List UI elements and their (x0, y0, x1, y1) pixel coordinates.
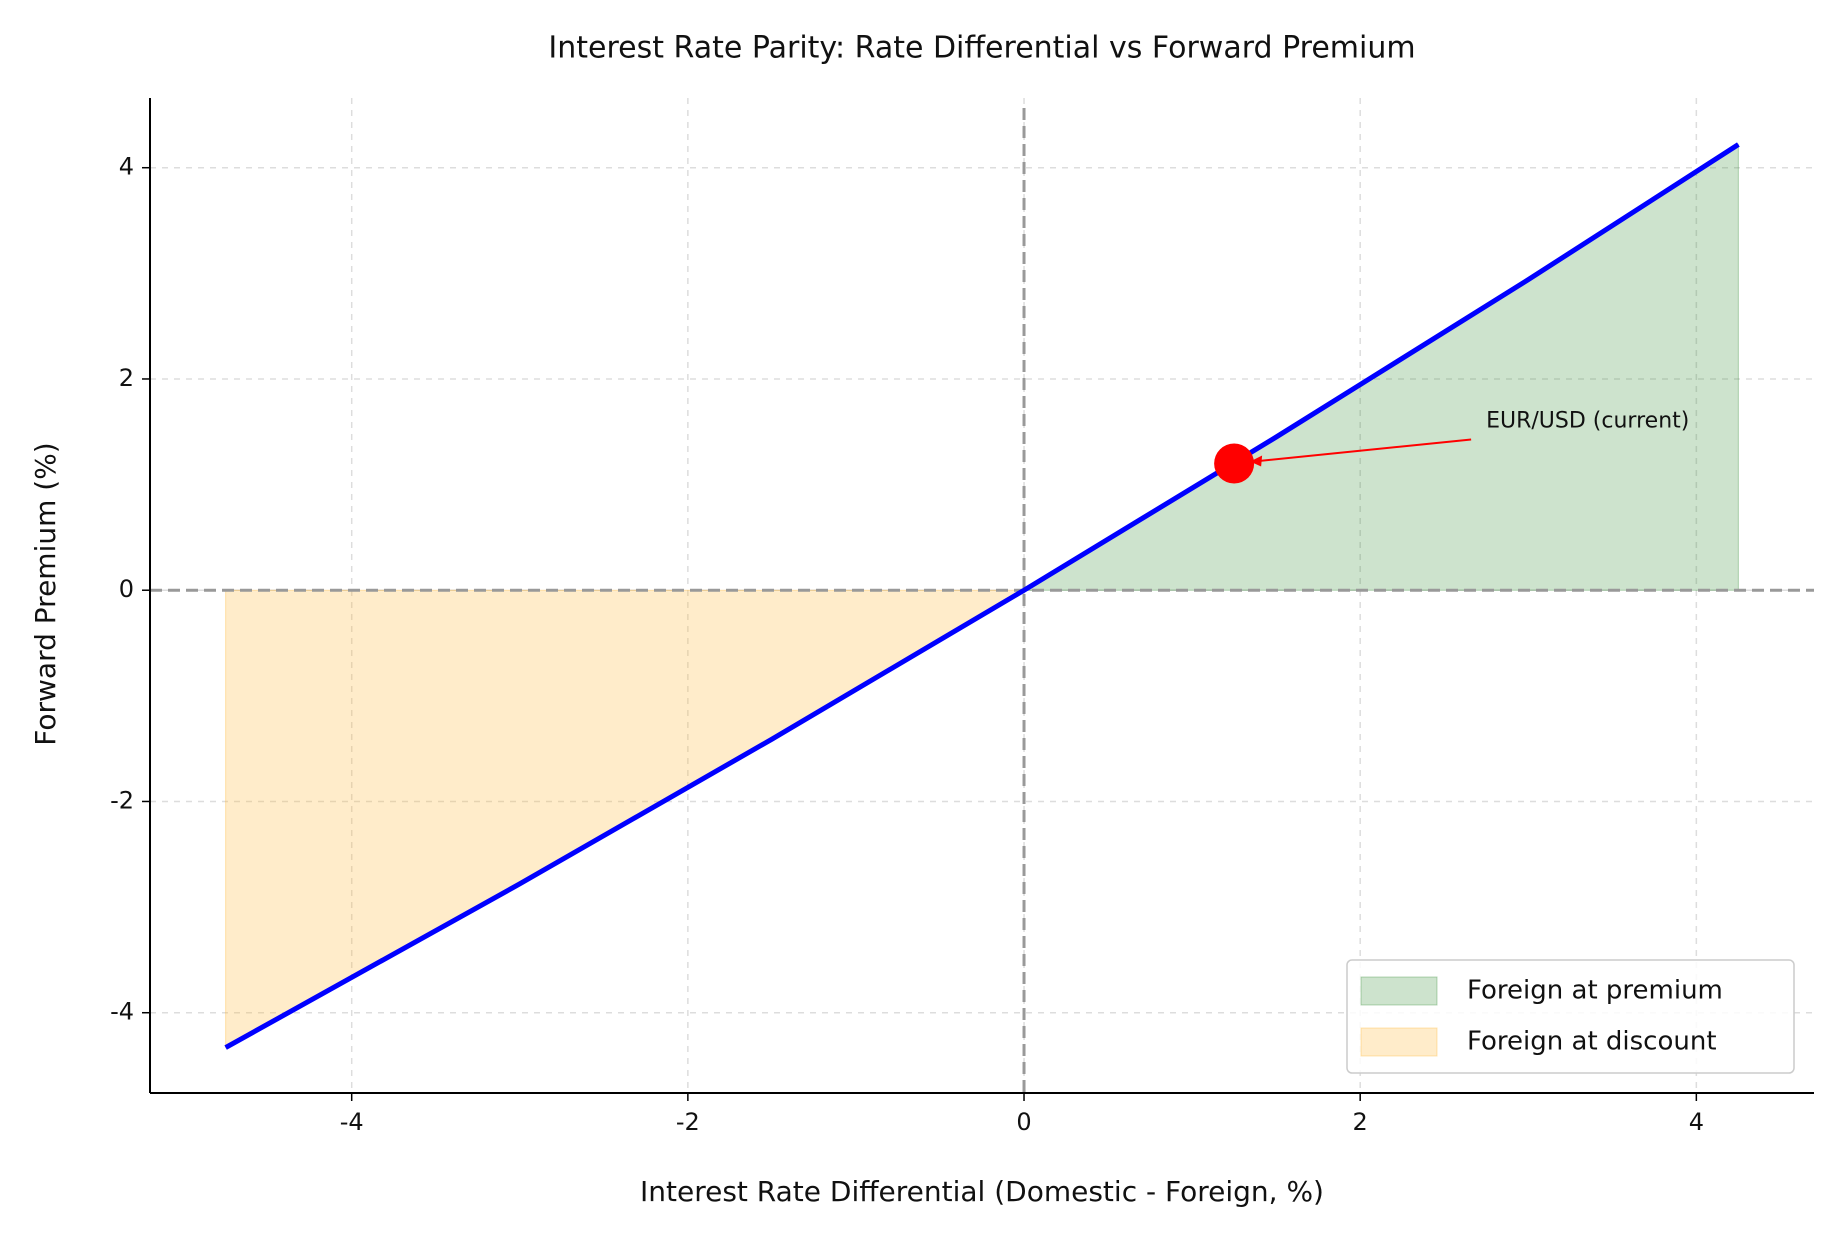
x-tick-label: -4 (340, 1108, 364, 1136)
arrow-head (1250, 455, 1263, 467)
y-tick-label: 0 (119, 575, 134, 603)
legend-box (1346, 959, 1795, 1074)
x-tick-label: -2 (676, 1108, 700, 1136)
y-tick-label: -4 (110, 998, 134, 1026)
legend-swatch (1360, 1027, 1438, 1057)
y-tick-label: 2 (119, 364, 134, 392)
current-point (1214, 443, 1255, 484)
x-tick-label: 0 (1016, 1108, 1031, 1136)
legend-label: Foreign at discount (1467, 1027, 1717, 1057)
legend-label: Foreign at premium (1467, 976, 1723, 1006)
x-tick-label: 4 (1689, 1108, 1704, 1136)
x-axis-label: Interest Rate Differential (Domestic - F… (640, 1175, 1324, 1208)
line (224, 142, 1740, 1050)
legend-swatch (1360, 976, 1438, 1006)
y-tick-label: 4 (119, 153, 134, 181)
annotation-arrow (1254, 438, 1472, 463)
annotation: EUR/USD (current) (1486, 408, 1689, 433)
x-tick-label: 2 (1353, 1108, 1368, 1136)
y-tick-label: -2 (110, 786, 134, 814)
chart-title: Interest Rate Parity: Rate Differential … (548, 31, 1415, 66)
y-axis-label: Forward Premium (%) (29, 442, 62, 745)
